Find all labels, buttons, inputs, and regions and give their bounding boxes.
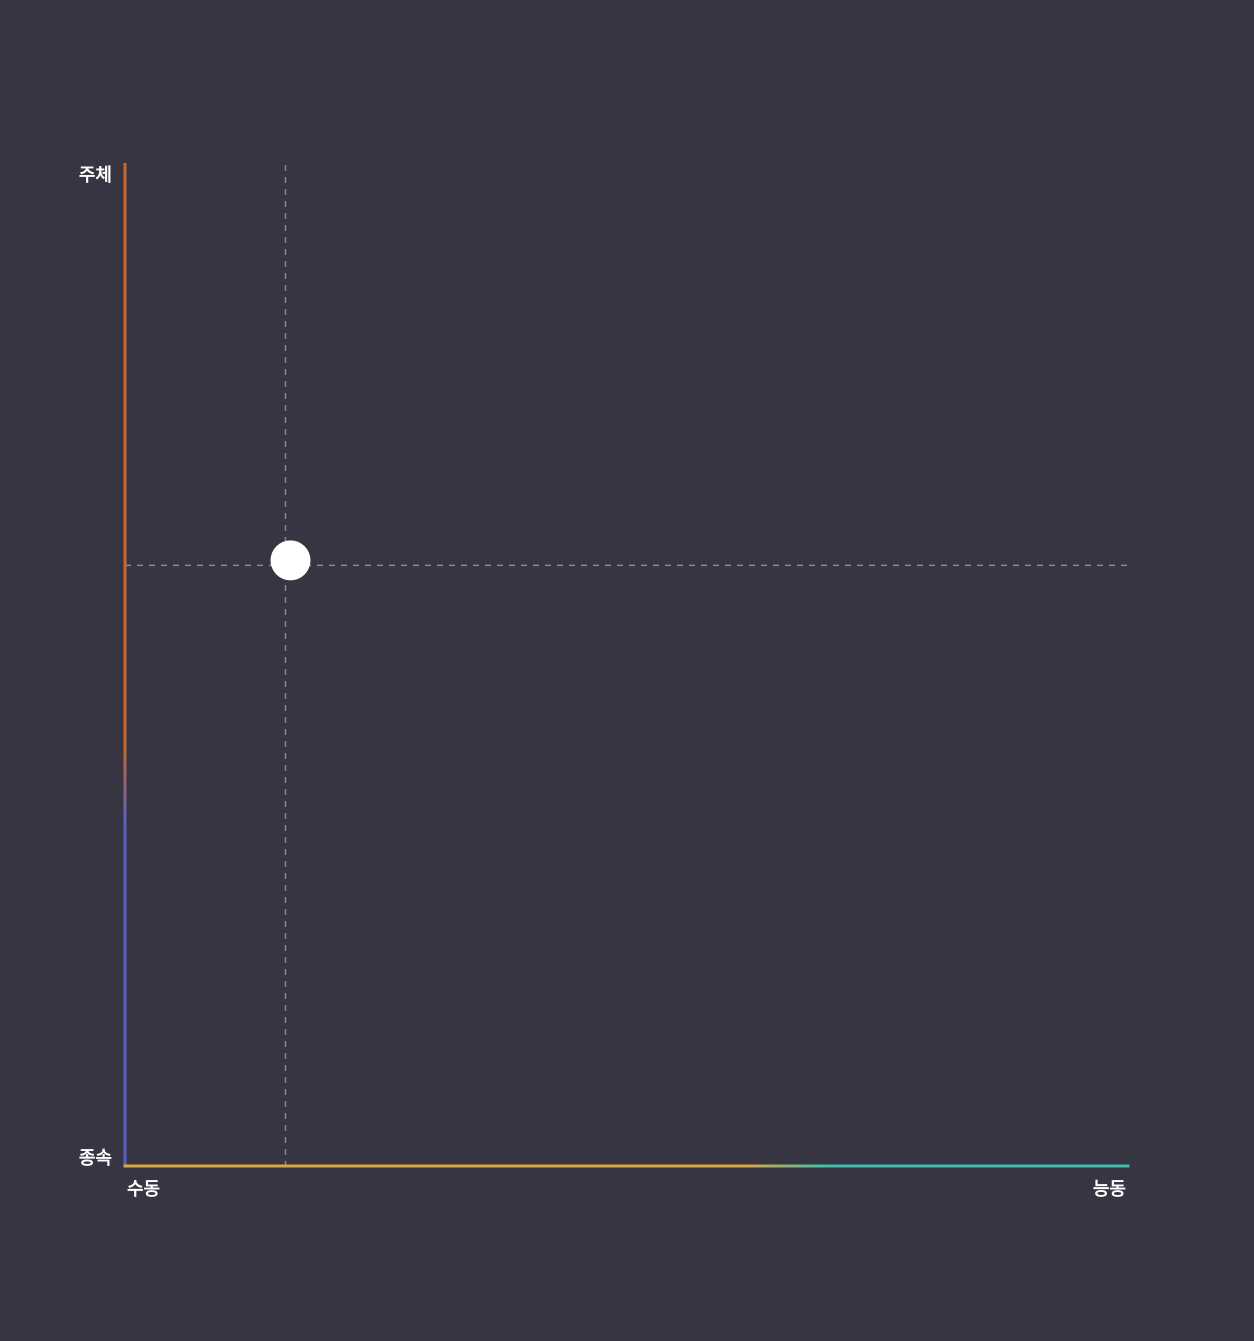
y-axis-line [123, 163, 127, 1167]
x-axis-max-label: 능동 [1093, 1179, 1126, 1200]
x-axis-line [123, 1164, 1130, 1168]
y-axis-min-label: 종속 [79, 1148, 112, 1169]
x-axis-min-label: 수동 [127, 1179, 160, 1200]
y-axis-max-label: 주체 [79, 165, 112, 186]
position-marker[interactable] [270, 540, 311, 581]
